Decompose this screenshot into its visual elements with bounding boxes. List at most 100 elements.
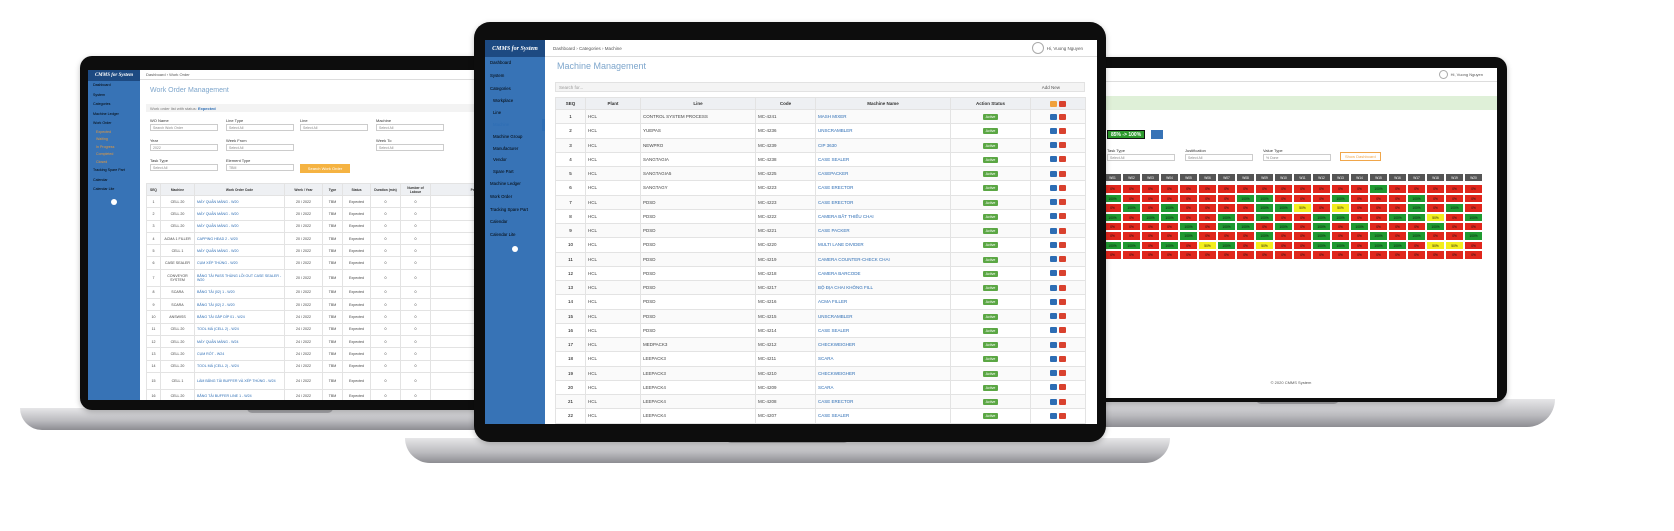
submenu-item[interactable]: Closed bbox=[96, 159, 108, 164]
delete-button[interactable] bbox=[1059, 142, 1066, 149]
column-header[interactable]: Work Order Code bbox=[194, 183, 285, 196]
nav-item[interactable]: Calendar bbox=[490, 219, 508, 225]
submenu-item[interactable]: Completed bbox=[96, 152, 114, 156]
add-new[interactable]: Add New bbox=[1041, 85, 1060, 90]
column-header[interactable]: Machine bbox=[160, 183, 195, 196]
edit-button[interactable] bbox=[1050, 412, 1057, 419]
filter-input[interactable]: Select All bbox=[226, 144, 294, 151]
edit-button[interactable] bbox=[1050, 227, 1057, 234]
nav-item[interactable]: Calendar Lite bbox=[93, 187, 115, 191]
column-header[interactable]: Number of Labour bbox=[400, 183, 431, 196]
nav-item[interactable]: Categories bbox=[490, 85, 511, 91]
delete-button[interactable] bbox=[1059, 184, 1066, 191]
filter-input[interactable]: Select All bbox=[376, 124, 444, 131]
submenu-item[interactable]: Spare Part bbox=[493, 169, 514, 175]
nav-item[interactable]: System bbox=[490, 72, 505, 78]
column-header[interactable]: Machine Name bbox=[815, 97, 951, 110]
nav-item[interactable]: Machine Ledger bbox=[93, 111, 119, 116]
crumb[interactable]: Categories bbox=[579, 45, 601, 51]
nav-item[interactable]: Tracking Spare Part bbox=[93, 168, 125, 172]
edit-button[interactable] bbox=[1050, 370, 1057, 377]
add-button[interactable] bbox=[1050, 100, 1057, 107]
delete-button[interactable] bbox=[1059, 256, 1066, 263]
nav-item[interactable]: Dashboard bbox=[490, 60, 512, 65]
badge-button[interactable] bbox=[1151, 130, 1163, 139]
delete-all-button[interactable] bbox=[1059, 100, 1066, 107]
edit-button[interactable] bbox=[1050, 113, 1057, 120]
edit-button[interactable] bbox=[1050, 384, 1057, 391]
delete-button[interactable] bbox=[1059, 313, 1066, 320]
toggle[interactable] bbox=[111, 198, 117, 205]
filter-input[interactable]: Select All bbox=[226, 124, 294, 131]
column-header[interactable]: Status bbox=[342, 183, 371, 196]
submenu-item[interactable]: Expected bbox=[96, 129, 111, 134]
edit-button[interactable] bbox=[1050, 398, 1057, 405]
delete-button[interactable] bbox=[1059, 270, 1066, 277]
delete-button[interactable] bbox=[1059, 156, 1066, 163]
column-header[interactable]: Duration (min) bbox=[370, 183, 401, 196]
delete-button[interactable] bbox=[1059, 398, 1066, 405]
submenu-item[interactable]: Vendor bbox=[493, 157, 507, 163]
submenu-item[interactable]: Workplace bbox=[493, 98, 514, 104]
crumb[interactable]: Machine bbox=[604, 45, 622, 51]
nav-item[interactable]: Calendar Lite bbox=[490, 232, 516, 238]
nav-item[interactable]: Tracking Spare Part bbox=[490, 206, 529, 212]
nav-item[interactable]: System bbox=[93, 92, 105, 97]
column-header[interactable]: Action Status bbox=[950, 97, 1031, 110]
delete-button[interactable] bbox=[1059, 327, 1066, 334]
submenu-item[interactable]: In Progress bbox=[96, 144, 115, 149]
delete-button[interactable] bbox=[1059, 370, 1066, 377]
submenu-item[interactable]: Machine bbox=[485, 118, 545, 131]
edit-button[interactable] bbox=[1050, 341, 1057, 348]
submenu-item[interactable]: Line bbox=[493, 110, 502, 116]
column-header[interactable]: SEQ bbox=[146, 183, 161, 196]
submenu-item[interactable]: Manufacturer bbox=[493, 145, 519, 151]
filter-input[interactable]: Select All bbox=[376, 144, 444, 151]
edit-button[interactable] bbox=[1050, 213, 1057, 220]
edit-button[interactable] bbox=[1050, 241, 1057, 248]
nav-item[interactable]: Categories bbox=[93, 102, 111, 106]
edit-button[interactable] bbox=[1050, 127, 1057, 134]
crumb[interactable]: Dashboard bbox=[146, 72, 166, 77]
filter-input[interactable]: Search Work Order bbox=[150, 124, 218, 131]
submenu-item[interactable]: Machine Group bbox=[493, 133, 523, 139]
edit-button[interactable] bbox=[1050, 327, 1057, 334]
edit-button[interactable] bbox=[1050, 284, 1057, 291]
filter-input[interactable]: Select All bbox=[300, 124, 368, 131]
submenu-item[interactable]: Waiting bbox=[96, 137, 108, 141]
edit-button[interactable] bbox=[1050, 256, 1057, 263]
nav-item[interactable]: Work Order bbox=[93, 121, 112, 125]
filter-input[interactable]: % Done bbox=[1263, 154, 1331, 161]
edit-button[interactable] bbox=[1050, 298, 1057, 305]
column-header[interactable]: Plant bbox=[585, 97, 641, 110]
search-button[interactable]: Search Work Order bbox=[300, 164, 350, 173]
delete-button[interactable] bbox=[1059, 412, 1066, 419]
column-header[interactable]: SEQ bbox=[555, 97, 586, 110]
toggle[interactable] bbox=[512, 245, 518, 252]
nav-item[interactable]: Machine Ledger bbox=[490, 180, 521, 186]
delete-button[interactable] bbox=[1059, 213, 1066, 220]
show-dashboard[interactable]: Show Dashboard bbox=[1340, 152, 1381, 161]
avatar[interactable] bbox=[1438, 70, 1448, 79]
user[interactable]: Hi, Vuong Nguyen bbox=[1046, 45, 1083, 51]
edit-button[interactable] bbox=[1050, 355, 1057, 362]
column-header[interactable]: Week / Year bbox=[284, 183, 323, 196]
avatar[interactable] bbox=[1031, 42, 1044, 54]
filter-input[interactable]: Select All bbox=[1107, 154, 1175, 161]
nav-item[interactable]: Calendar bbox=[93, 177, 108, 182]
edit-button[interactable] bbox=[1050, 156, 1057, 163]
edit-button[interactable] bbox=[1050, 313, 1057, 320]
column-header[interactable]: Code bbox=[755, 97, 816, 110]
edit-button[interactable] bbox=[1050, 270, 1057, 277]
delete-button[interactable] bbox=[1059, 241, 1066, 248]
filter-input[interactable]: Select All bbox=[150, 164, 218, 171]
delete-button[interactable] bbox=[1059, 127, 1066, 134]
delete-button[interactable] bbox=[1059, 341, 1066, 348]
edit-button[interactable] bbox=[1050, 142, 1057, 149]
crumb[interactable]: Dashboard bbox=[553, 45, 576, 51]
edit-button[interactable] bbox=[1050, 170, 1057, 177]
delete-button[interactable] bbox=[1059, 113, 1066, 120]
delete-button[interactable] bbox=[1059, 298, 1066, 305]
delete-button[interactable] bbox=[1059, 199, 1066, 206]
edit-button[interactable] bbox=[1050, 184, 1057, 191]
